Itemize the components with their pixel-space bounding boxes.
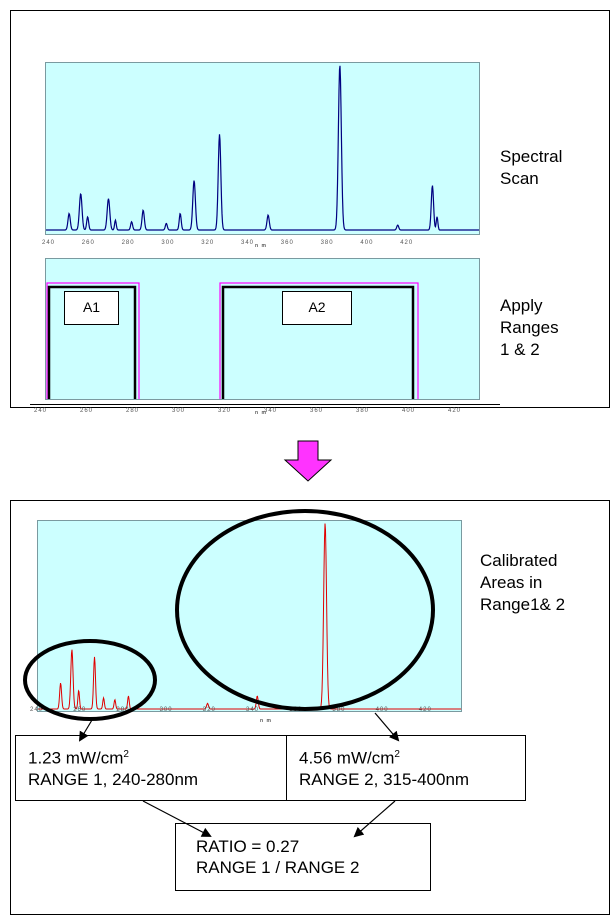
ratio-box: RATIO = 0.27 RANGE 1 / RANGE 2 <box>175 823 431 891</box>
x-tick-label: 320 <box>202 707 216 713</box>
x-tick-label: 360 <box>310 408 324 414</box>
x-tick-label: 400 <box>375 707 389 713</box>
panel2-label-line1: Apply <box>500 296 543 315</box>
x-tick-label: 280 <box>116 707 130 713</box>
ranges-svg <box>46 282 419 399</box>
range1-box <box>47 285 137 399</box>
range2-tag: A2 <box>282 291 352 325</box>
panel3-label-line2: Areas in <box>480 573 543 592</box>
x-tick-label: 300 <box>159 707 173 713</box>
x-tick-label: 240 <box>34 408 48 414</box>
panel2-label-line2: Ranges <box>500 318 559 337</box>
range1-range-text: RANGE 1, 240-280nm <box>28 769 199 789</box>
x-tick-label: 400 <box>402 408 416 414</box>
x-tick-label: 340 <box>264 408 278 414</box>
x-tick-label: 340 <box>241 240 255 246</box>
ratio-value: RATIO = 0.27 <box>196 837 300 856</box>
panel1-x-unit: n m <box>255 243 267 249</box>
spectral-scan-plot <box>45 62 480 235</box>
panel2-label-line3: 1 & 2 <box>500 340 540 357</box>
x-tick-label: 400 <box>360 240 374 246</box>
panel3-x-unit: n m <box>260 718 272 724</box>
ratio-caption: RANGE 1 / RANGE 2 <box>196 858 360 877</box>
ranges-plot <box>45 258 480 400</box>
calibrated-plot <box>37 520 462 712</box>
panel1-label-line2: Scan <box>500 169 539 188</box>
x-tick-label: 420 <box>448 408 462 414</box>
x-tick-label: 380 <box>320 240 334 246</box>
x-tick-label: 380 <box>332 707 346 713</box>
range1-outline <box>46 282 140 399</box>
panel1-label: Spectral Scan <box>500 146 562 190</box>
calibrated-line <box>38 523 461 710</box>
range2-result-box: 4.56 mW/cm2 RANGE 2, 315-400nm <box>286 735 526 801</box>
panel3-label-line3: Range1& 2 <box>480 595 566 614</box>
panel2-label: Apply Ranges 1 & 2 <box>500 295 559 357</box>
panel3-label-line1: Calibrated <box>480 551 558 570</box>
x-tick-label: 300 <box>161 240 175 246</box>
range1-value-sup: 2 <box>123 749 129 760</box>
range2-value: 4.56 mW/cm <box>299 748 395 768</box>
x-tick-label: 240 <box>42 240 56 246</box>
x-tick-label: 240 <box>30 707 44 713</box>
x-tick-label: 320 <box>201 240 215 246</box>
x-tick-label: 280 <box>121 240 135 246</box>
calibrated-svg <box>38 523 461 710</box>
x-tick-label: 340 <box>246 707 260 713</box>
x-tick-label: 280 <box>126 408 140 414</box>
range2-range-text: RANGE 2, 315-400nm <box>299 769 470 789</box>
x-tick-label: 360 <box>280 240 294 246</box>
range2-outline <box>219 282 419 399</box>
panel3-label: Calibrated Areas in Range1& 2 <box>480 550 565 616</box>
range2-box <box>221 285 415 399</box>
range1-value: 1.23 mW/cm <box>28 748 124 768</box>
x-tick-label: 260 <box>73 707 87 713</box>
x-tick-label: 420 <box>400 240 414 246</box>
x-tick-label: 300 <box>172 408 186 414</box>
range1-result-box: 1.23 mW/cm2 RANGE 1, 240-280nm <box>15 735 288 801</box>
panel1-label-line1: Spectral <box>500 147 563 166</box>
panel2-axis-line <box>30 404 500 405</box>
x-tick-label: 260 <box>80 408 94 414</box>
down-arrow-icon <box>283 440 333 482</box>
x-tick-label: 320 <box>218 408 232 414</box>
x-tick-label: 420 <box>418 707 432 713</box>
range1-tag: A1 <box>64 291 119 325</box>
x-tick-label: 360 <box>289 707 303 713</box>
panel2-x-unit: n m <box>255 410 267 416</box>
x-tick-label: 380 <box>356 408 370 414</box>
range2-value-sup: 2 <box>394 749 400 760</box>
x-tick-label: 260 <box>81 240 95 246</box>
spectral-scan-svg <box>46 65 479 231</box>
spectral-scan-line <box>46 65 479 231</box>
